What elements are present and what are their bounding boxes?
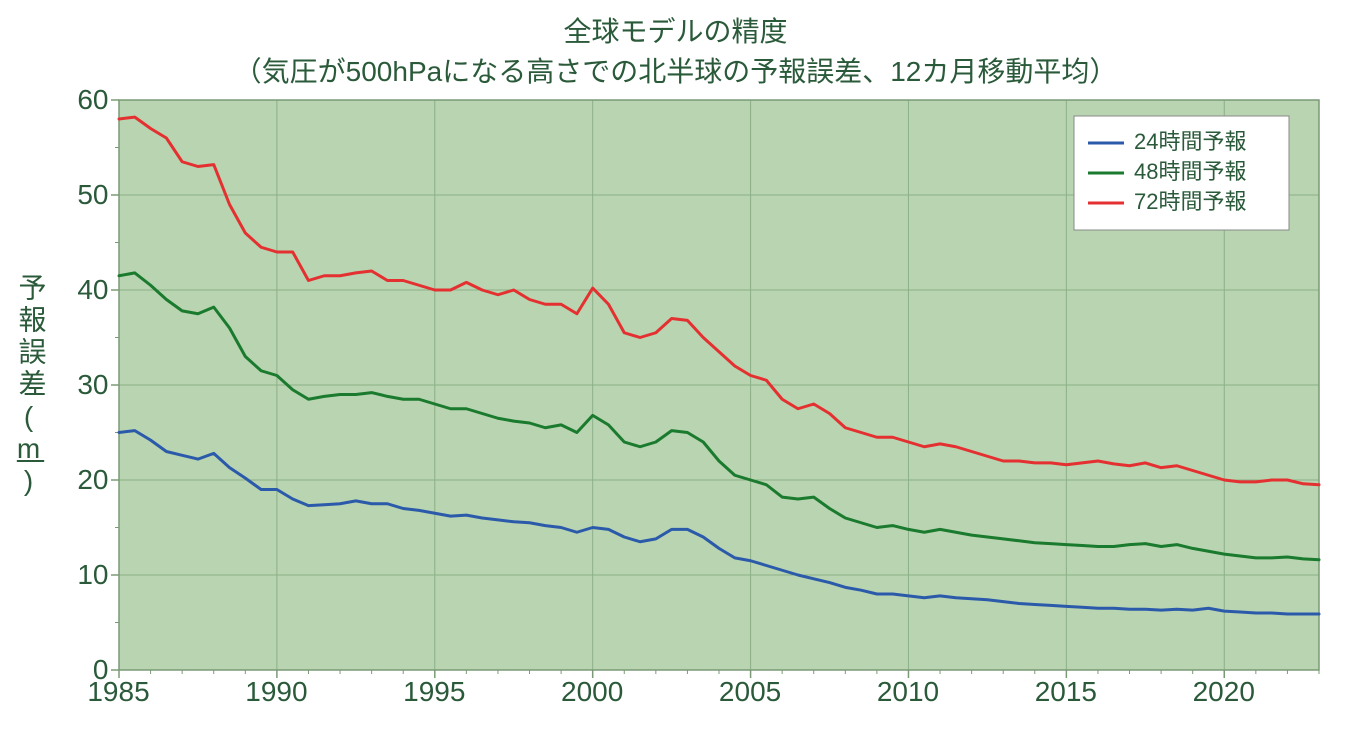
x-tick-label: 2005	[719, 676, 781, 708]
y-tick-label: 40	[77, 274, 108, 306]
y-tick-label: 50	[77, 179, 108, 211]
chart-title-sub: （気圧が500hPaになる高さでの北半球の予報誤差、12カ月移動平均）	[11, 50, 1341, 90]
y-tick-label: 10	[77, 559, 108, 591]
y-axis-label: 予報誤差 (m)	[11, 273, 51, 497]
x-tick-label: 2000	[561, 676, 623, 708]
svg-text:48時間予報: 48時間予報	[1134, 159, 1246, 184]
y-tick-label: 60	[77, 84, 108, 116]
y-tick-label: 20	[77, 464, 108, 496]
x-tick-label: 2020	[1193, 676, 1255, 708]
chart-title: 全球モデルの精度 （気圧が500hPaになる高さでの北半球の予報誤差、12カ月移…	[11, 10, 1341, 90]
x-tick-label: 2010	[877, 676, 939, 708]
svg-text:24時間予報: 24時間予報	[1134, 129, 1246, 154]
x-tick-label: 1990	[245, 676, 307, 708]
plot-wrapper: 予報誤差 (m) 24時間予報48時間予報72時間予報 010203040506…	[11, 100, 1341, 670]
x-tick-label: 1995	[403, 676, 465, 708]
plot-svg: 24時間予報 48時間予報 72時間予報	[119, 100, 1319, 670]
svg-text:72時間予報: 72時間予報	[1134, 189, 1246, 214]
chart-title-main: 全球モデルの精度	[11, 10, 1341, 50]
x-tick-label: 2015	[1035, 676, 1097, 708]
chart-container: 全球モデルの精度 （気圧が500hPaになる高さでの北半球の予報誤差、12カ月移…	[11, 10, 1341, 670]
x-tick-label: 1985	[87, 676, 149, 708]
y-tick-label: 30	[77, 369, 108, 401]
plot-area: 24時間予報48時間予報72時間予報 0102030405060 1985199…	[119, 100, 1319, 670]
